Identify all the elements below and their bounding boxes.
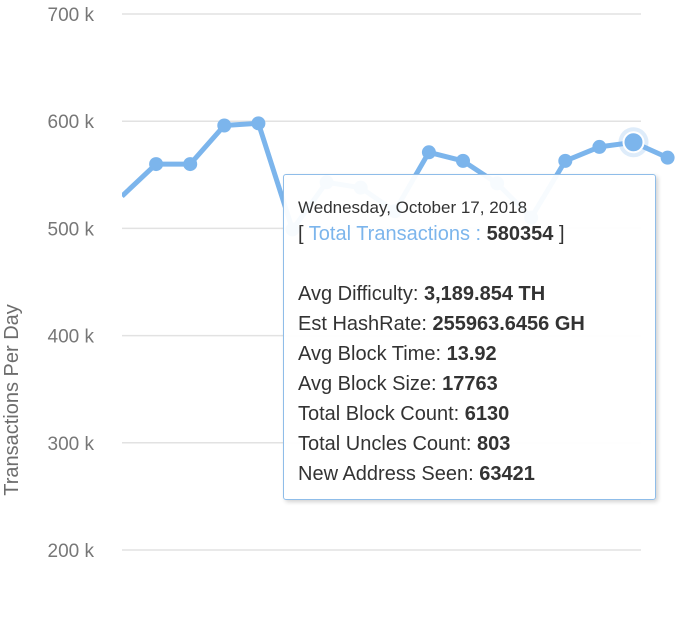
data-point[interactable] [421, 145, 436, 160]
data-point-highlighted[interactable] [622, 131, 645, 154]
tooltip-row-label: Avg Block Time: [298, 343, 442, 365]
tooltip-row-label: Total Uncles Count: [298, 433, 472, 455]
y-axis: 200 k 300 k 400 k 500 k 600 k 700 k [48, 5, 95, 562]
tooltip-row-value: 803 [476, 433, 511, 455]
data-point[interactable] [251, 116, 266, 131]
tooltip-row-avg-block-time: Avg Block Time: 13.92 [298, 339, 655, 369]
tooltip-spacer [298, 248, 655, 279]
tooltip-close-bracket: ] [558, 223, 565, 245]
data-point[interactable] [183, 157, 198, 172]
y-tick-label: 700 k [48, 5, 95, 26]
tooltip-row-value: 255963.6456 GH [432, 313, 585, 335]
tooltip-date: Wednesday, October 17, 2018 [298, 198, 528, 217]
tooltip-row-value: 63421 [479, 463, 535, 485]
tooltip-row-label: New Address Seen: [298, 463, 474, 485]
tooltip-row-total-block-count: Total Block Count: 6130 [298, 399, 655, 429]
tooltip-open-bracket: [ [298, 223, 304, 245]
tooltip-row-value: 6130 [464, 403, 510, 425]
tooltip-row-label: Avg Block Size: [298, 373, 437, 395]
data-point[interactable] [217, 118, 232, 133]
data-point[interactable] [456, 153, 470, 168]
y-tick-label: 200 k [48, 541, 95, 562]
tooltip-series-value: 580354 [486, 223, 554, 245]
data-point[interactable] [558, 153, 573, 168]
tooltip-row-label: Est HashRate: [298, 313, 427, 335]
y-tick-label: 600 k [48, 112, 95, 133]
tooltip-row-value: 3,189.854 TH [423, 283, 546, 305]
data-point[interactable] [149, 157, 164, 172]
y-tick-label: 400 k [48, 327, 95, 348]
y-axis-label: Transactions Per Day [1, 304, 23, 496]
tooltip: Wednesday, October 17, 2018 [ Total Tran… [283, 174, 656, 500]
tooltip-row-value: 17763 [442, 373, 498, 395]
tooltip-row-value: 13.92 [446, 343, 497, 365]
tooltip-row-total-uncles-count: Total Uncles Count: 803 [298, 429, 655, 459]
tooltip-row-avg-difficulty: Avg Difficulty: 3,189.854 TH [298, 279, 655, 309]
tooltip-row-label: Total Block Count: [298, 403, 460, 425]
tooltip-row-new-address-seen: New Address Seen: 63421 [298, 459, 655, 489]
data-point[interactable] [660, 150, 675, 165]
tooltip-row-avg-block-size: Avg Block Size: 17763 [298, 369, 655, 399]
tooltip-series-name: Total Transactions : [308, 223, 482, 245]
data-point[interactable] [592, 139, 607, 154]
y-tick-label: 500 k [48, 219, 95, 240]
tooltip-row-est-hashrate: Est HashRate: 255963.6456 GH [298, 309, 655, 339]
tooltip-row-label: Avg Difficulty: [298, 283, 419, 305]
tooltip-series-line: [ Total Transactions : 580354 ] [298, 220, 655, 248]
y-tick-label: 300 k [48, 434, 95, 455]
